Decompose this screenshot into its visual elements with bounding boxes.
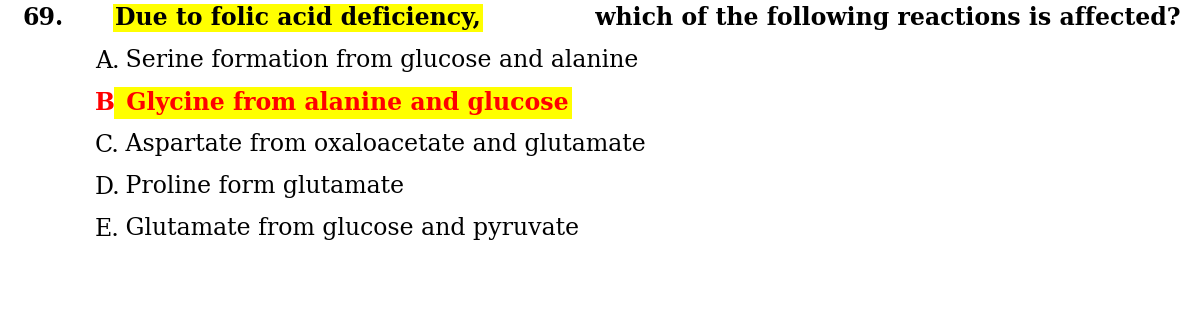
Text: Glycine from alanine and glucose: Glycine from alanine and glucose (118, 91, 569, 115)
Text: D.: D. (95, 176, 121, 198)
Text: C.: C. (95, 134, 120, 156)
Text: B.: B. (95, 91, 124, 115)
Text: Glutamate from glucose and pyruvate: Glutamate from glucose and pyruvate (118, 218, 580, 240)
Text: Serine formation from glucose and alanine: Serine formation from glucose and alanin… (118, 49, 638, 73)
Text: Proline form glutamate: Proline form glutamate (118, 176, 404, 198)
Text: Due to folic acid deficiency,: Due to folic acid deficiency, (115, 6, 481, 30)
Text: A.: A. (95, 49, 120, 73)
Text: E.: E. (95, 218, 120, 240)
Text: which of the following reactions is affected?: which of the following reactions is affe… (587, 6, 1181, 30)
Text: 69.: 69. (22, 6, 64, 30)
Text: Aspartate from oxaloacetate and glutamate: Aspartate from oxaloacetate and glutamat… (118, 134, 646, 156)
